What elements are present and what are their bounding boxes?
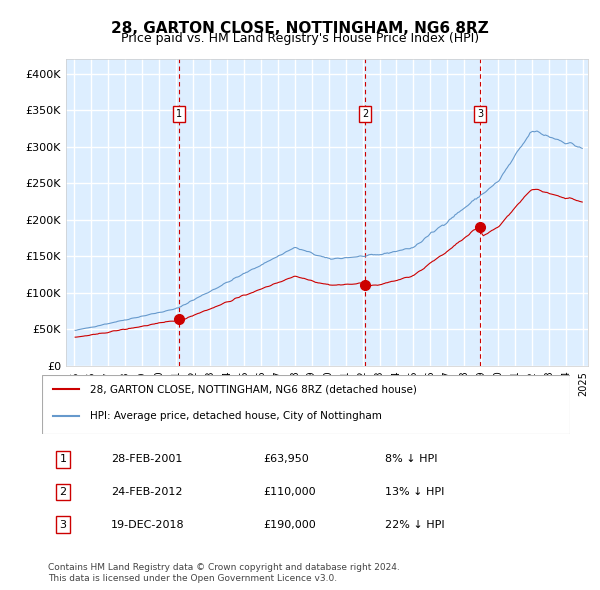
Text: 22% ↓ HPI: 22% ↓ HPI (385, 520, 445, 530)
Text: 3: 3 (59, 520, 67, 530)
Text: 2: 2 (362, 109, 368, 119)
Text: 2: 2 (59, 487, 67, 497)
Text: HPI: Average price, detached house, City of Nottingham: HPI: Average price, detached house, City… (89, 411, 382, 421)
Text: 13% ↓ HPI: 13% ↓ HPI (385, 487, 445, 497)
Text: 1: 1 (176, 109, 182, 119)
Text: 24-FEB-2012: 24-FEB-2012 (110, 487, 182, 497)
Text: £63,950: £63,950 (264, 454, 310, 464)
Text: £110,000: £110,000 (264, 487, 316, 497)
Text: 28, GARTON CLOSE, NOTTINGHAM, NG6 8RZ (detached house): 28, GARTON CLOSE, NOTTINGHAM, NG6 8RZ (d… (89, 385, 416, 394)
Text: £190,000: £190,000 (264, 520, 317, 530)
Text: 1: 1 (59, 454, 67, 464)
Text: Price paid vs. HM Land Registry's House Price Index (HPI): Price paid vs. HM Land Registry's House … (121, 32, 479, 45)
Text: 19-DEC-2018: 19-DEC-2018 (110, 520, 184, 530)
Text: 28, GARTON CLOSE, NOTTINGHAM, NG6 8RZ: 28, GARTON CLOSE, NOTTINGHAM, NG6 8RZ (111, 21, 489, 35)
Text: 3: 3 (478, 109, 484, 119)
Text: 28-FEB-2001: 28-FEB-2001 (110, 454, 182, 464)
Text: 8% ↓ HPI: 8% ↓ HPI (385, 454, 438, 464)
Text: Contains HM Land Registry data © Crown copyright and database right 2024.
This d: Contains HM Land Registry data © Crown c… (48, 563, 400, 583)
